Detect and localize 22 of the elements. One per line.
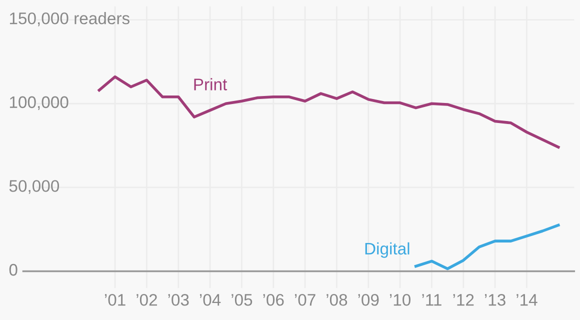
y-tick-label: 150,000 readers xyxy=(10,12,130,26)
y-tick-label: 50,000 xyxy=(9,180,60,194)
x-tick-label: ’05 xyxy=(232,294,252,306)
x-tick-label: ’12 xyxy=(453,294,474,306)
x-tick-label: ’02 xyxy=(136,294,157,306)
x-tick-label: ’04 xyxy=(200,294,221,306)
x-tick-label: ’11 xyxy=(422,294,442,306)
x-tick-label: ’03 xyxy=(168,294,189,306)
line-series xyxy=(98,75,560,149)
x-tick-label: ’10 xyxy=(390,294,411,306)
line-series xyxy=(414,224,560,270)
x-tick-label: ’07 xyxy=(294,294,316,306)
y-tick-label: 100,000 xyxy=(10,96,68,110)
x-tick-label: ’13 xyxy=(484,294,506,306)
x-tick-label: ’09 xyxy=(358,294,379,306)
x-tick-label: ’14 xyxy=(516,294,538,306)
series-label: Digital xyxy=(365,242,410,258)
x-tick-label: ’01 xyxy=(104,294,126,306)
series-label: Print xyxy=(194,78,228,90)
x-tick-label: ’08 xyxy=(326,294,348,306)
x-tick-label: ’06 xyxy=(263,294,284,306)
y-tick-label: 0 xyxy=(9,264,18,276)
